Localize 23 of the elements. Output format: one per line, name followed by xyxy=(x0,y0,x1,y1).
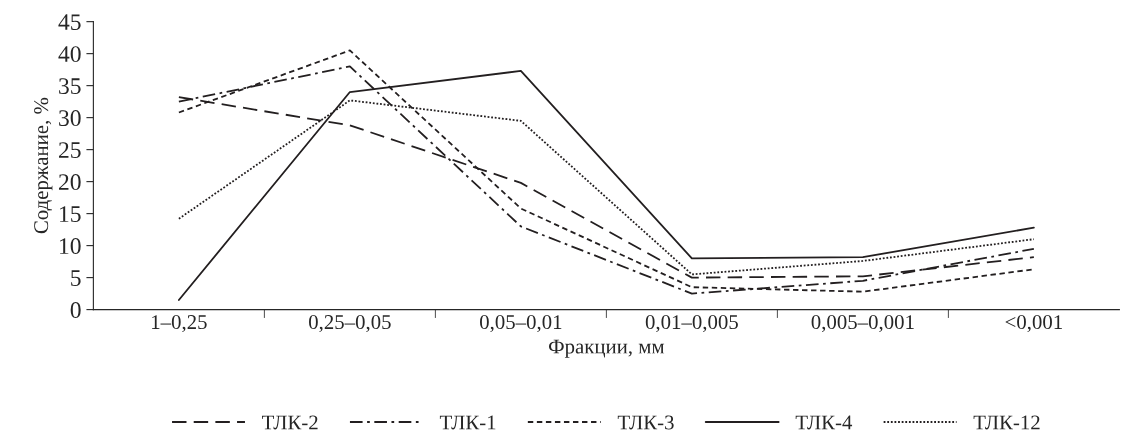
x-tick-label: 0,05–0,01 xyxy=(480,315,562,333)
y-tick-label: 35 xyxy=(59,78,81,95)
y-tick-label: 0 xyxy=(70,302,81,319)
y-tick-label: 25 xyxy=(59,142,81,159)
x-tick-label: <0,001 xyxy=(1005,315,1062,333)
legend-label: ТЛК-4 xyxy=(795,415,853,430)
y-tick-label: 5 xyxy=(71,270,81,287)
y-tick-label: 30 xyxy=(59,110,81,127)
legend-label: ТЛК-12 xyxy=(973,415,1040,430)
x-tick-label: 0,01–0,005 xyxy=(645,315,738,333)
x-tick-label: 1–0,25 xyxy=(152,315,207,333)
x-tick-label: 0,25–0,05 xyxy=(309,315,391,333)
y-tick-label: 20 xyxy=(59,174,81,191)
y-axis-title: Содержание, % xyxy=(34,97,53,234)
x-axis-title: Фракции, мм xyxy=(548,339,665,358)
legend-label: ТЛК-2 xyxy=(262,415,318,430)
y-tick-label: 45 xyxy=(58,14,81,31)
legend-label: ТЛК-1 xyxy=(439,415,496,430)
y-tick-label: 10 xyxy=(60,238,81,255)
legend-label: ТЛК-3 xyxy=(617,415,674,430)
y-tick-label: 40 xyxy=(58,46,81,63)
x-tick-label: 0,005–0,001 xyxy=(811,315,914,333)
y-tick-label: 15 xyxy=(60,206,81,223)
